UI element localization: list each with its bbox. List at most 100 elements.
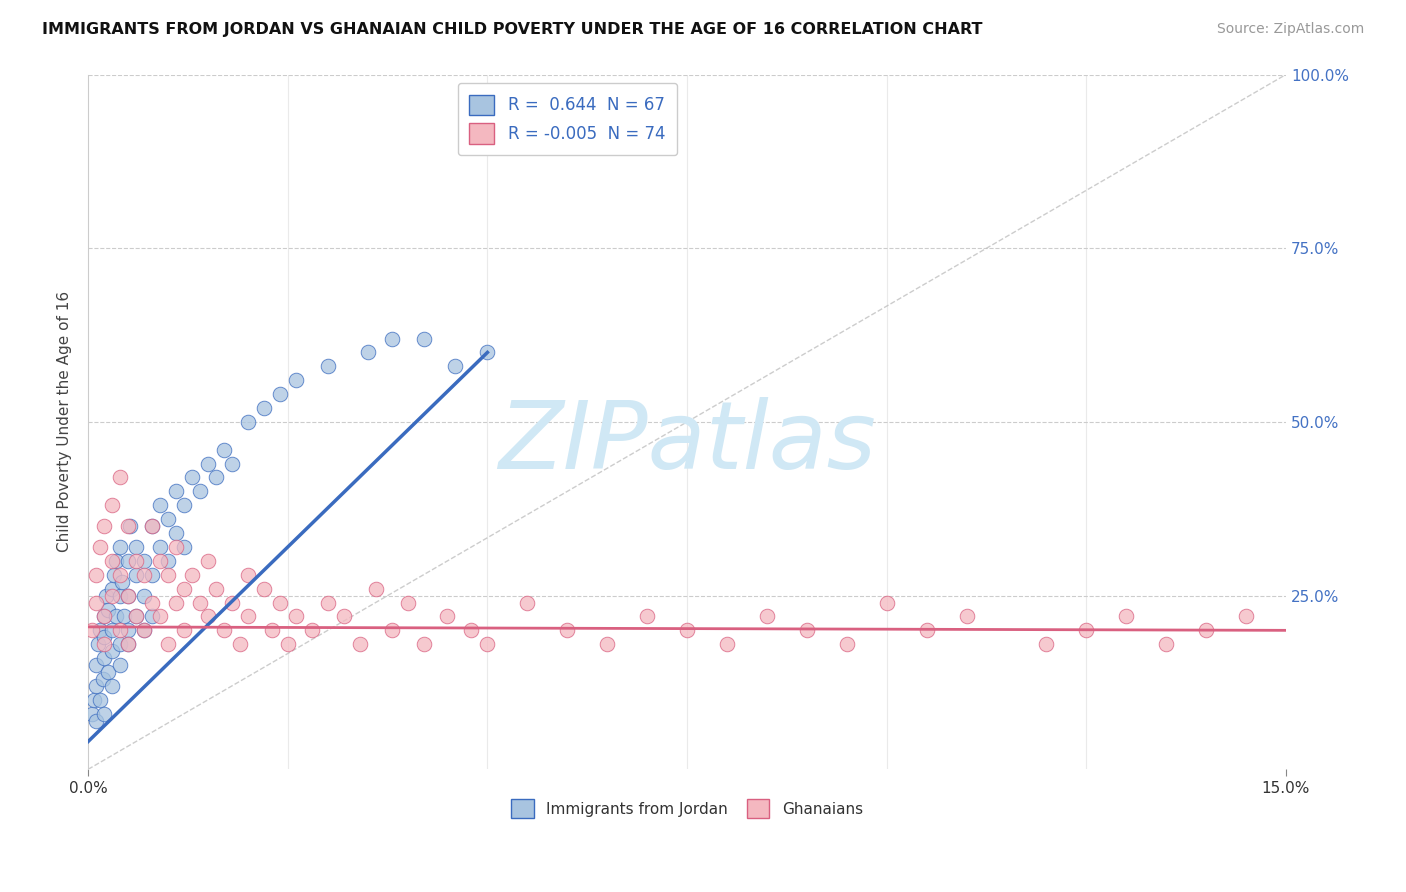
Point <box>132 624 155 638</box>
Point <box>876 596 898 610</box>
Point <box>356 345 378 359</box>
Point <box>83 693 105 707</box>
Point <box>132 624 155 638</box>
Point <box>125 609 148 624</box>
Point <box>755 609 778 624</box>
Point <box>796 624 818 638</box>
Point <box>269 596 291 610</box>
Point <box>173 624 195 638</box>
Point <box>125 609 148 624</box>
Point <box>118 519 141 533</box>
Point <box>97 602 120 616</box>
Y-axis label: Child Poverty Under the Age of 16: Child Poverty Under the Age of 16 <box>58 292 72 552</box>
Point <box>105 609 128 624</box>
Point <box>555 624 578 638</box>
Point <box>396 596 419 610</box>
Point <box>101 644 124 658</box>
Point <box>173 498 195 512</box>
Point <box>84 714 107 728</box>
Point <box>93 630 115 644</box>
Point <box>236 415 259 429</box>
Point <box>141 519 163 533</box>
Point <box>82 624 104 638</box>
Point <box>108 624 131 638</box>
Point <box>212 624 235 638</box>
Point <box>141 596 163 610</box>
Point <box>165 484 187 499</box>
Point <box>284 609 307 624</box>
Text: IMMIGRANTS FROM JORDAN VS GHANAIAN CHILD POVERTY UNDER THE AGE OF 16 CORRELATION: IMMIGRANTS FROM JORDAN VS GHANAIAN CHILD… <box>42 22 983 37</box>
Point <box>108 637 131 651</box>
Point <box>117 519 139 533</box>
Point <box>197 609 219 624</box>
Point <box>149 609 172 624</box>
Point <box>477 345 499 359</box>
Point <box>117 589 139 603</box>
Point <box>156 554 179 568</box>
Point <box>91 672 114 686</box>
Point <box>212 442 235 457</box>
Point <box>108 470 131 484</box>
Point <box>156 512 179 526</box>
Point <box>149 498 172 512</box>
Point <box>221 596 243 610</box>
Point <box>93 706 115 721</box>
Point <box>149 554 172 568</box>
Point <box>156 637 179 651</box>
Point <box>125 540 148 554</box>
Point <box>205 582 228 596</box>
Point <box>444 359 467 374</box>
Point <box>316 359 339 374</box>
Point <box>156 567 179 582</box>
Point <box>101 679 124 693</box>
Point <box>108 658 131 673</box>
Point <box>236 609 259 624</box>
Point <box>89 540 111 554</box>
Point <box>101 624 124 638</box>
Point <box>1154 637 1177 651</box>
Point <box>269 387 291 401</box>
Text: ZIPatlas: ZIPatlas <box>498 397 876 488</box>
Point <box>141 567 163 582</box>
Point <box>165 596 187 610</box>
Point <box>117 637 139 651</box>
Point <box>253 401 276 415</box>
Point <box>84 596 107 610</box>
Point <box>1115 609 1137 624</box>
Point <box>117 554 139 568</box>
Point <box>316 596 339 610</box>
Point <box>1035 637 1057 651</box>
Point <box>108 589 131 603</box>
Point <box>636 609 658 624</box>
Point <box>101 582 124 596</box>
Point <box>284 373 307 387</box>
Point <box>165 540 187 554</box>
Legend: Immigrants from Jordan, Ghanaians: Immigrants from Jordan, Ghanaians <box>505 793 869 824</box>
Point <box>1076 624 1098 638</box>
Point <box>915 624 938 638</box>
Point <box>84 567 107 582</box>
Point <box>89 624 111 638</box>
Point <box>101 554 124 568</box>
Point <box>835 637 858 651</box>
Point <box>301 624 323 638</box>
Point <box>596 637 619 651</box>
Point <box>149 540 172 554</box>
Text: Source: ZipAtlas.com: Source: ZipAtlas.com <box>1216 22 1364 37</box>
Point <box>117 624 139 638</box>
Point <box>332 609 354 624</box>
Point <box>141 519 163 533</box>
Point <box>205 470 228 484</box>
Point <box>197 457 219 471</box>
Point <box>955 609 977 624</box>
Point <box>117 637 139 651</box>
Point <box>101 589 124 603</box>
Point <box>103 567 125 582</box>
Point <box>236 567 259 582</box>
Point <box>181 567 204 582</box>
Point <box>412 332 434 346</box>
Point <box>87 637 110 651</box>
Point <box>105 554 128 568</box>
Point <box>716 637 738 651</box>
Point <box>84 658 107 673</box>
